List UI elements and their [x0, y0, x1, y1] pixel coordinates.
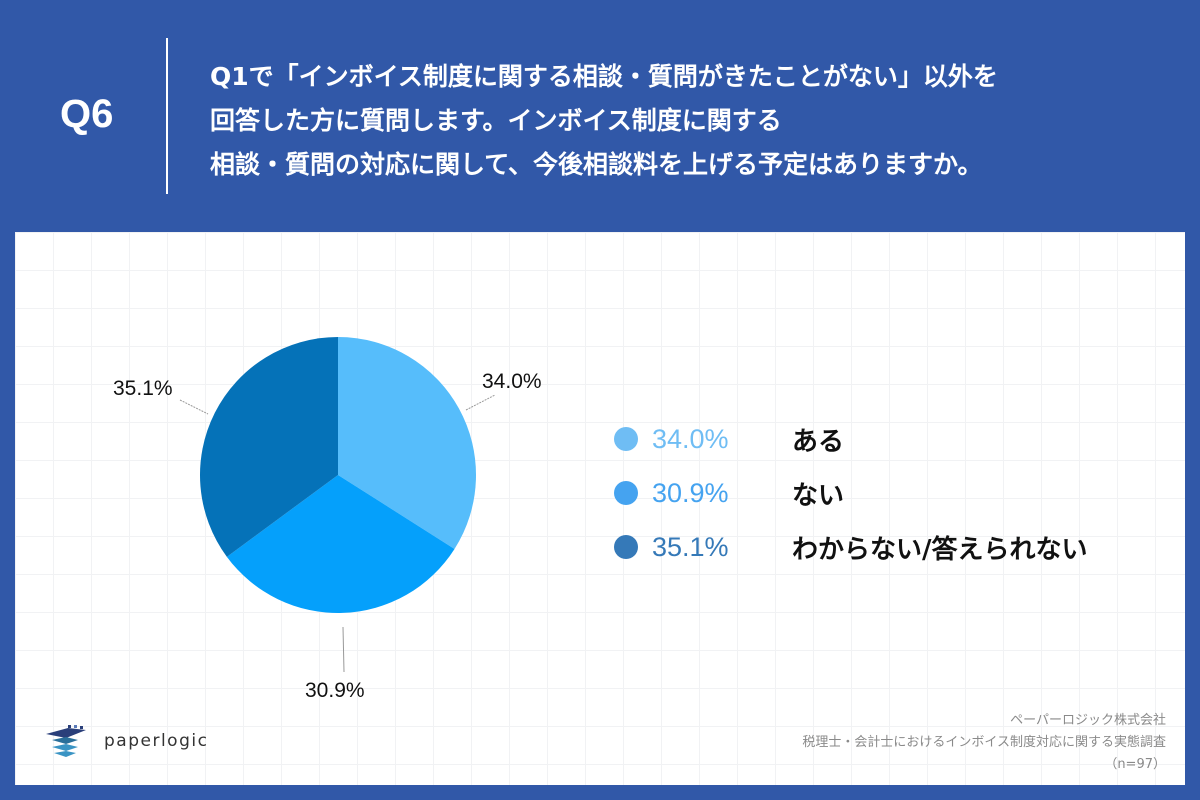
- question-line-3: 相談・質問の対応に関して、今後相談料を上げる予定はありますか。: [210, 150, 983, 179]
- pie-slice-aru: [338, 337, 477, 549]
- pie-slice-nai: [226, 475, 455, 614]
- legend-item-aru: 34.0% ある: [614, 412, 1088, 466]
- question-number: Q6: [60, 92, 114, 136]
- logo-text: paperlogic: [104, 731, 209, 751]
- header: Q6 Q1で「インボイス制度に関する相談・質問がきたことがない」以外を 回答した…: [0, 0, 1200, 232]
- chart-legend: 34.0% ある 30.9% ない 35.1% わからない/答えられない: [614, 412, 1088, 574]
- question-text: Q1で「インボイス制度に関する相談・質問がきたことがない」以外を 回答した方に質…: [210, 55, 1170, 187]
- leader-line-wakaranai: [179, 399, 209, 415]
- paperlogic-logo: paperlogic: [46, 724, 208, 758]
- legend-percent: 35.1%: [652, 531, 729, 562]
- pie-slice-wakaranai: [200, 337, 338, 557]
- legend-label: ある: [792, 426, 845, 457]
- question-line-2: 回答した方に質問します。インボイス制度に関する: [210, 106, 782, 135]
- legend-percent: 30.9%: [652, 477, 729, 508]
- legend-dot-icon: [614, 427, 638, 451]
- legend-percent: 34.0%: [652, 423, 729, 454]
- source-company: ペーパーロジック株式会社: [1010, 713, 1166, 728]
- header-divider: [166, 38, 168, 194]
- legend-dot-icon: [614, 481, 638, 505]
- legend-label: ない: [792, 480, 845, 511]
- legend-label: わからない/答えられない: [792, 534, 1088, 565]
- leader-line-aru: [465, 394, 496, 411]
- layers-logo-icon: [46, 725, 86, 757]
- legend-item-wakaranai: 35.1% わからない/答えられない: [614, 520, 1088, 574]
- legend-item-nai: 30.9% ない: [614, 466, 1088, 520]
- legend-dot-icon: [614, 535, 638, 559]
- source-note: ペーパーロジック株式会社 税理士・会計士におけるインボイス制度対応に関する実態調…: [802, 710, 1166, 776]
- source-sample-size: （n=97）: [1104, 757, 1166, 772]
- source-survey: 税理士・会計士におけるインボイス制度対応に関する実態調査: [802, 735, 1166, 750]
- pie-label-nai: 30.9%: [305, 679, 365, 702]
- leader-line-nai: [342, 626, 345, 673]
- pie-label-aru: 34.0%: [482, 370, 542, 393]
- question-line-1: Q1で「インボイス制度に関する相談・質問がきたことがない」以外を: [210, 62, 998, 91]
- pie-label-wakaranai: 35.1%: [113, 377, 173, 400]
